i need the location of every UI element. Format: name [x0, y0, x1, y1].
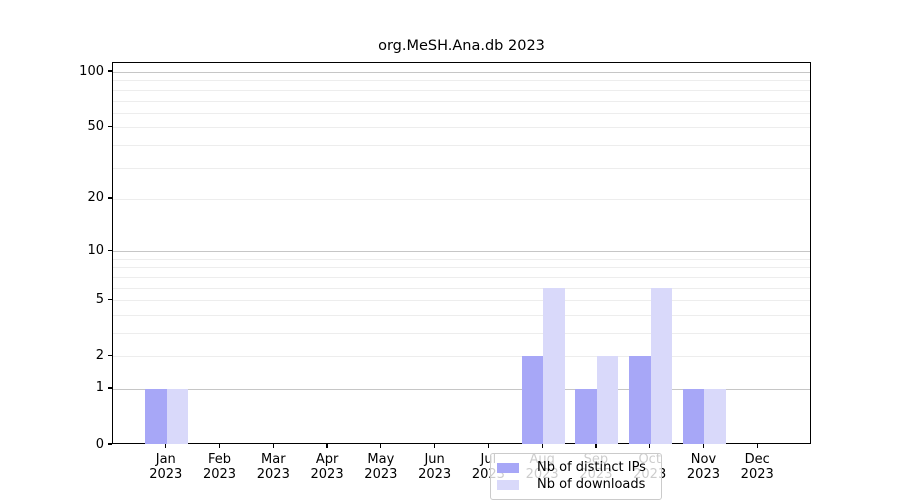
- chart-title: org.MeSH.Ana.db 2023: [378, 38, 545, 54]
- bar-downloads-jan: [166, 388, 189, 444]
- y-tick-label-5: 5: [95, 291, 104, 307]
- x-tick-mark-aug: [541, 444, 543, 448]
- bar-distinct-ips-aug: [521, 356, 544, 444]
- bar-downloads-nov: [704, 388, 726, 444]
- x-tick-label-feb: Feb 2023: [202, 452, 237, 482]
- gridline-5: [113, 300, 810, 302]
- y-tick-mark-0: [108, 443, 112, 445]
- y-tick-label-0: 0: [95, 436, 104, 452]
- gridline-60: [113, 112, 810, 114]
- x-tick-mark-sep: [595, 444, 597, 448]
- x-tick-label-apr: Apr 2023: [310, 452, 344, 482]
- y-tick-label-1: 1: [95, 380, 104, 396]
- bar-distinct-ips-oct: [629, 356, 651, 444]
- legend-label-downloads: Nb of downloads: [537, 477, 646, 492]
- y-tick-mark-20: [108, 197, 112, 199]
- x-tick-label-mar: Mar 2023: [256, 452, 290, 482]
- gridline-90: [113, 80, 810, 82]
- x-tick-mark-mar: [272, 444, 274, 448]
- bar-downloads-oct: [650, 287, 673, 444]
- gridline-40: [113, 144, 810, 146]
- gridline-2: [113, 356, 810, 358]
- x-tick-mark-nov: [702, 444, 705, 448]
- bar-downloads-sep: [596, 356, 619, 444]
- y-tick-label-50: 50: [87, 118, 104, 134]
- gridline-20: [113, 198, 810, 200]
- gridline-30: [113, 167, 810, 169]
- gridline-100: [113, 72, 810, 74]
- x-tick-label-nov: Nov 2023: [686, 452, 720, 482]
- x-tick-label-jan: Jan 2023: [149, 452, 183, 482]
- legend-swatch-downloads: [497, 480, 519, 490]
- x-tick-label-jun: Jun 2023: [418, 452, 452, 482]
- legend-swatch-distinct-ips: [497, 463, 519, 473]
- y-tick-label-2: 2: [95, 347, 104, 363]
- legend-label-distinct-ips: Nb of distinct IPs: [537, 460, 646, 475]
- gridline-80: [113, 89, 810, 91]
- bar-distinct-ips-sep: [575, 388, 597, 444]
- y-tick-mark-100: [108, 70, 112, 72]
- y-tick-mark-50: [108, 125, 112, 127]
- legend-item-distinct-ips: Nb of distinct IPs: [497, 460, 653, 476]
- gridline-1: [113, 388, 810, 390]
- plot-area: Nb of distinct IPs Nb of downloads: [112, 62, 811, 500]
- bar-distinct-ips-jan: [145, 388, 167, 444]
- y-tick-mark-2: [108, 354, 112, 356]
- bar-downloads-aug: [543, 287, 565, 444]
- gridline-10: [113, 251, 810, 253]
- gridline-3: [113, 332, 810, 334]
- gridline-6: [113, 287, 810, 289]
- gridline-8: [113, 267, 810, 269]
- y-tick-mark-1: [108, 387, 112, 389]
- gridline-7: [113, 276, 810, 278]
- y-tick-label-20: 20: [87, 190, 104, 206]
- x-tick-mark-feb: [218, 444, 221, 448]
- x-tick-label-may: May 2023: [364, 452, 398, 482]
- y-tick-label-100: 100: [79, 63, 104, 79]
- gridline-70: [113, 100, 810, 102]
- legend: Nb of distinct IPs Nb of downloads: [490, 453, 662, 500]
- gridline-9: [113, 258, 810, 260]
- legend-item-downloads: Nb of downloads: [497, 477, 653, 493]
- y-tick-mark-5: [108, 298, 112, 300]
- x-tick-mark-jan: [165, 444, 167, 448]
- x-tick-mark-jul: [487, 444, 490, 448]
- gridline-50: [113, 127, 810, 129]
- bar-distinct-ips-nov: [682, 388, 705, 444]
- x-tick-mark-may: [380, 444, 382, 448]
- x-tick-mark-jun: [433, 444, 436, 448]
- x-tick-label-dec: Dec 2023: [740, 452, 774, 482]
- y-tick-label-10: 10: [87, 242, 104, 258]
- y-tick-mark-10: [108, 249, 112, 251]
- x-tick-mark-oct: [649, 444, 651, 448]
- gridline-4: [113, 314, 810, 316]
- x-tick-mark-dec: [756, 444, 758, 448]
- x-tick-mark-apr: [326, 444, 328, 448]
